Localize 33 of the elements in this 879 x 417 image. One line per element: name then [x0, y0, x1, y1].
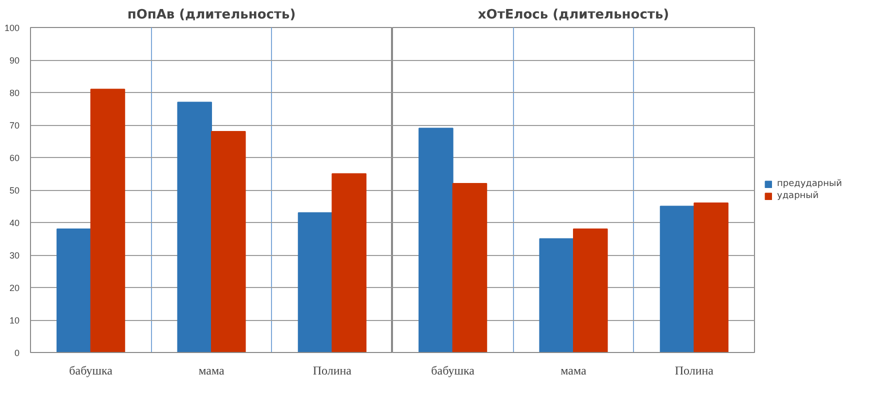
x-tick-label: Полина	[312, 364, 352, 378]
y-tick-label: 40	[9, 218, 20, 228]
legend-label: предударный	[777, 178, 842, 188]
y-tick-label: 10	[9, 316, 20, 326]
x-tick-label: бабушка	[431, 364, 476, 378]
legend-label: ударный	[777, 190, 819, 200]
bar	[56, 228, 92, 352]
y-tick-label: 90	[9, 56, 20, 66]
bar	[573, 228, 608, 352]
y-tick-label: 70	[9, 120, 20, 130]
y-tick-label: 50	[9, 186, 20, 196]
bar	[332, 173, 366, 352]
bar	[298, 212, 333, 352]
y-tick-label: 80	[9, 88, 20, 98]
chart-title: хОтЕлось (длительность)	[478, 8, 670, 22]
x-tick-label: Полина	[674, 364, 714, 378]
y-tick-label: 20	[9, 283, 20, 293]
bar	[539, 238, 574, 352]
bar	[418, 128, 454, 352]
y-tick-label: 30	[9, 250, 20, 260]
chart-title: пОпАв (длительность)	[127, 8, 296, 22]
y-tick-label: 0	[14, 348, 20, 358]
x-tick-label: бабушка	[69, 364, 114, 378]
bar	[660, 206, 695, 352]
bar	[452, 183, 488, 352]
x-tick-label: мама	[560, 364, 588, 378]
x-tick-label: мама	[198, 364, 226, 378]
bar	[211, 131, 246, 352]
y-tick-label: 100	[4, 23, 20, 33]
y-tick-label: 60	[9, 153, 20, 163]
bar	[177, 102, 212, 352]
bar	[90, 88, 126, 352]
bar	[694, 202, 728, 352]
